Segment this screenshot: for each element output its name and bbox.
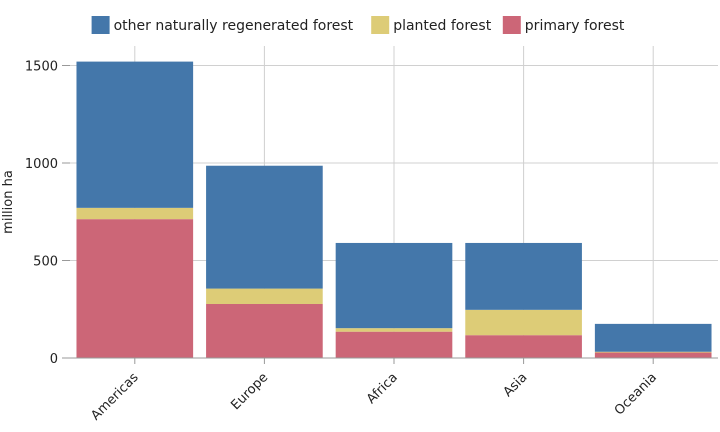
x-tick-label: Oceania bbox=[612, 370, 660, 418]
bar-segment-primary-forest-asia bbox=[465, 335, 582, 358]
bar-segment-primary-forest-americas bbox=[76, 219, 194, 358]
y-tick-label: 0 bbox=[50, 352, 58, 367]
legend-label: primary forest bbox=[525, 18, 625, 34]
bar-segment-other-naturally-regenerated-forest-europe bbox=[206, 165, 323, 289]
x-tick-label: Africa bbox=[364, 370, 401, 407]
bar-segment-other-naturally-regenerated-forest-asia bbox=[465, 242, 582, 310]
y-axis-title: million ha bbox=[1, 170, 16, 234]
bar-segment-primary-forest-europe bbox=[206, 303, 323, 358]
bar-segment-planted-forest-americas bbox=[76, 207, 194, 220]
x-tick-label: Asia bbox=[501, 370, 531, 400]
y-tick-label: 1500 bbox=[25, 60, 58, 75]
y-tick-label: 1000 bbox=[25, 157, 58, 172]
y-tick-label: 500 bbox=[33, 255, 58, 270]
x-tick-label: Europe bbox=[228, 370, 271, 413]
bar-segment-planted-forest-asia bbox=[465, 309, 582, 336]
legend: other naturally regenerated forest plante… bbox=[91, 16, 625, 34]
bar-segment-planted-forest-africa bbox=[335, 328, 453, 332]
bar-segment-planted-forest-europe bbox=[206, 288, 323, 304]
legend-swatch bbox=[502, 16, 521, 34]
bars bbox=[76, 61, 712, 358]
bar-segment-planted-forest-oceania bbox=[594, 351, 712, 353]
bar-segment-other-naturally-regenerated-forest-africa bbox=[335, 242, 453, 329]
legend-swatch bbox=[371, 16, 390, 34]
bar-segment-other-naturally-regenerated-forest-americas bbox=[76, 61, 194, 208]
legend-swatch bbox=[91, 16, 110, 34]
bar-segment-primary-forest-oceania bbox=[594, 352, 712, 358]
bar-segment-other-naturally-regenerated-forest-oceania bbox=[594, 323, 712, 352]
bar-segment-primary-forest-africa bbox=[335, 331, 453, 358]
legend-label: other naturally regenerated forest bbox=[114, 18, 354, 34]
x-tick-label: Americas bbox=[88, 370, 141, 423]
legend-label: planted forest bbox=[393, 18, 492, 34]
